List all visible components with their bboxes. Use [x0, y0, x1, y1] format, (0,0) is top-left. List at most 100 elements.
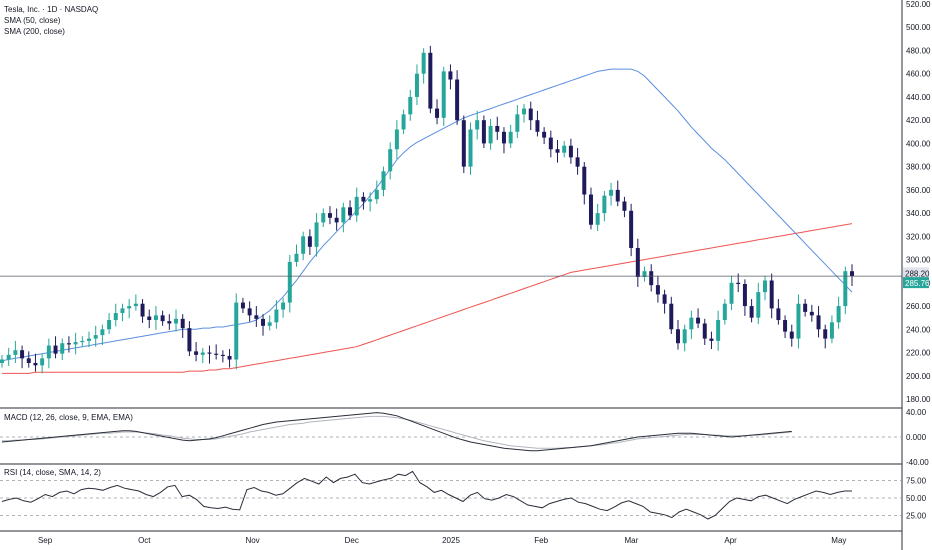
macd-tick-label: -40.00 [906, 458, 929, 467]
candle-body [93, 335, 98, 339]
price-tick-label: 260.00 [906, 302, 931, 311]
candle-body [655, 285, 660, 295]
macd-signal-line [2, 415, 792, 449]
sma50-line [1, 68, 853, 362]
candle-body [649, 271, 654, 286]
candle-body [214, 353, 219, 355]
candle-body [468, 129, 473, 167]
candle-body [281, 302, 286, 310]
candle-body [702, 323, 707, 339]
candle-body [803, 303, 808, 312]
sma50-legend: SMA (50, close) [4, 16, 61, 25]
candle-body [722, 303, 727, 320]
candle-body [783, 320, 788, 332]
candle-body [816, 315, 821, 330]
candle-body [46, 345, 51, 359]
rsi-line [1, 470, 852, 520]
candle-body [113, 313, 118, 320]
symbol-title: Tesla, Inc. · 1D · NASDAQ [4, 5, 99, 14]
candle-body [120, 308, 125, 314]
candle-body [669, 303, 674, 330]
candle-body [448, 71, 453, 80]
last-price-tag: 285.76 [905, 279, 930, 288]
high-price-tag-bg [903, 267, 929, 279]
candle-body [689, 317, 694, 330]
macd-legend: MACD (12, 26, close, 9, EMA, EMA) [4, 413, 133, 422]
candle-body [428, 52, 433, 109]
rsi-tick-label: 25.00 [906, 512, 927, 521]
candle-body [194, 351, 199, 355]
candle-body [287, 261, 292, 303]
candle-body [388, 149, 393, 172]
price-tick-label: 460.00 [906, 70, 931, 79]
price-tick-label: 240.00 [906, 325, 931, 334]
price-tick-label: 300.00 [906, 256, 931, 265]
candle-body [140, 303, 145, 317]
candle-body [187, 328, 192, 352]
candle-body [635, 247, 640, 278]
candle-body [100, 329, 105, 336]
candle-body [582, 166, 587, 195]
price-tick-label: 360.00 [906, 186, 931, 195]
candle-body [843, 271, 848, 307]
candle-body [736, 282, 741, 284]
candle-body [401, 114, 406, 130]
macd-tick-label: 0.000 [906, 433, 927, 442]
candle-body [796, 303, 801, 339]
candle-body [107, 320, 112, 330]
candle-body [548, 137, 553, 150]
candle-body [836, 306, 841, 323]
candle-body [60, 343, 65, 354]
candle-body [40, 358, 45, 366]
candle-body [542, 131, 547, 138]
candle-body [240, 302, 245, 309]
candle-body [709, 338, 714, 341]
sma200-legend: SMA (200, close) [4, 27, 65, 36]
time-tick-label: Sep [38, 536, 53, 545]
candle-body [528, 108, 533, 121]
price-tick-label: 200.00 [906, 372, 931, 381]
time-tick-label: May [831, 536, 846, 545]
candle-body [568, 145, 573, 158]
rsi-tick-label: 50.00 [906, 494, 927, 503]
candle-body [515, 114, 520, 132]
candle-body [729, 282, 734, 304]
candle-body [53, 345, 58, 354]
candle-body [0, 359, 4, 363]
candle-body [555, 149, 560, 153]
price-tick-label: 480.00 [906, 46, 931, 55]
candle-body [307, 236, 312, 247]
candle-body [180, 318, 185, 329]
candle-body [575, 157, 580, 167]
candle-body [441, 71, 446, 118]
candle-body [87, 338, 92, 341]
candle-body [153, 315, 158, 320]
candle-body [662, 294, 667, 304]
rsi-legend: RSI (14, close, SMA, 14, 2) [4, 468, 101, 477]
candle-body [234, 302, 239, 360]
sma200-line [2, 223, 853, 374]
price-tick-label: 380.00 [906, 163, 931, 172]
candle-body [475, 120, 480, 130]
candle-body [615, 189, 620, 202]
candle-body [769, 280, 774, 309]
candle-body [421, 52, 426, 74]
candle-body [274, 309, 279, 323]
candle-body [368, 199, 373, 202]
time-tick-label: Oct [138, 536, 151, 545]
candle-body [622, 201, 627, 211]
candle-body [562, 145, 567, 153]
candle-body [481, 120, 486, 144]
candle-body [609, 189, 614, 196]
candle-body [127, 306, 132, 309]
price-tick-label: 320.00 [906, 232, 931, 241]
candle-body [133, 303, 138, 307]
candle-body [749, 306, 754, 318]
candle-body [408, 96, 413, 115]
time-tick-label: 2025 [442, 536, 460, 545]
candle-body [294, 253, 299, 262]
candle-body [535, 120, 540, 132]
candle-body [495, 125, 500, 132]
price-tick-label: 400.00 [906, 139, 931, 148]
